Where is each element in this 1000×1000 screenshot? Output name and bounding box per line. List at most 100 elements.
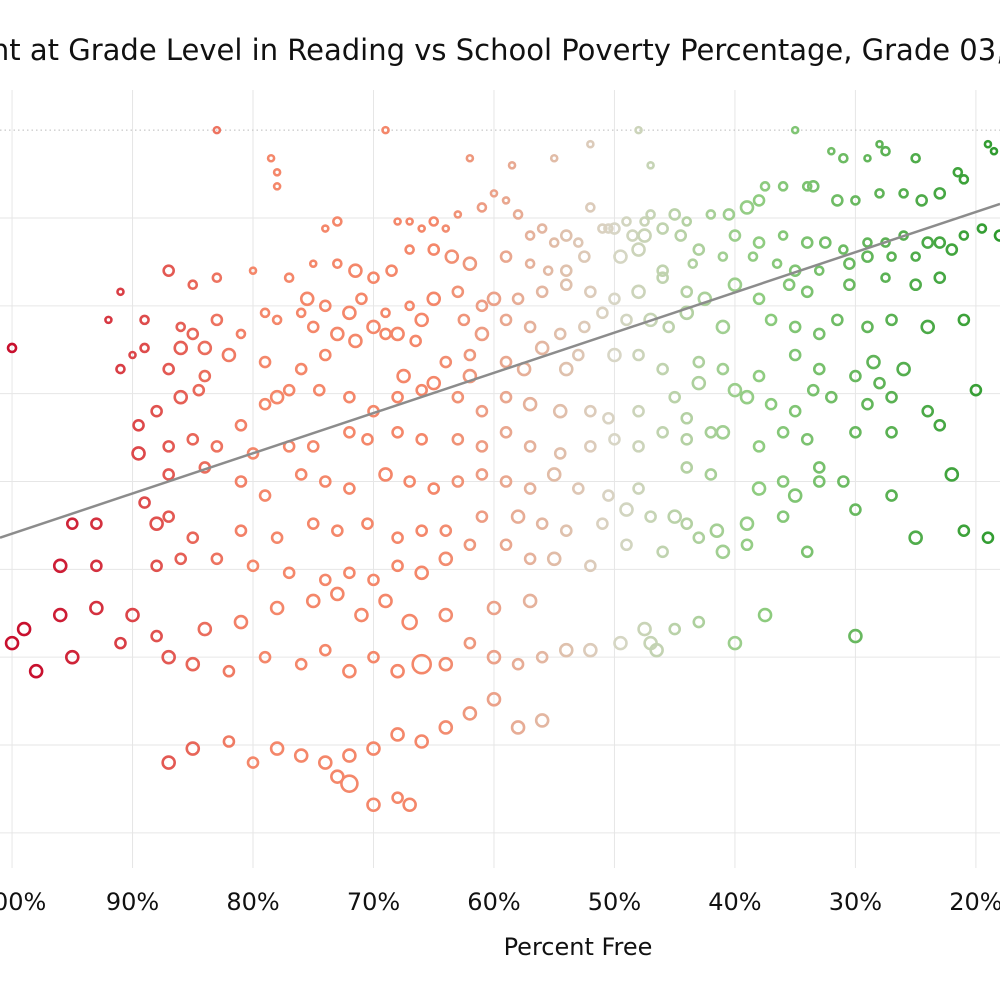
data-point-248 xyxy=(451,433,465,446)
data-point-79 xyxy=(976,223,988,234)
x-tick-label-6: 40% xyxy=(708,888,761,916)
data-point-330 xyxy=(52,558,68,574)
data-point-279 xyxy=(234,475,248,488)
data-point-182 xyxy=(752,369,766,383)
data-point-201 xyxy=(115,363,126,375)
data-point-316 xyxy=(499,538,513,552)
data-point-209 xyxy=(727,382,743,398)
data-point-180 xyxy=(812,362,826,376)
data-point-308 xyxy=(740,538,754,552)
data-point-144 xyxy=(175,321,187,333)
data-point-253 xyxy=(306,440,320,453)
x-tick-label-8: 20% xyxy=(949,888,1000,916)
data-point-150 xyxy=(861,320,874,334)
data-point-373 xyxy=(185,741,201,756)
data-point-348 xyxy=(342,663,357,679)
data-point-325 xyxy=(246,559,260,573)
data-point-190 xyxy=(499,355,513,369)
data-point-186 xyxy=(632,348,645,362)
data-point-80 xyxy=(993,229,1000,242)
data-point-89 xyxy=(747,251,759,262)
data-point-44 xyxy=(585,202,596,213)
data-point-152 xyxy=(812,327,826,341)
data-point-35 xyxy=(705,209,717,220)
data-point-271 xyxy=(451,475,465,488)
x-axis-ticks: 100% 90% 80% 70% 60% 50% 40% 30% 20% xyxy=(0,888,1000,916)
data-point-16 xyxy=(880,145,891,157)
data-point-252 xyxy=(343,426,356,439)
data-point-216 xyxy=(522,396,538,412)
data-point-383 xyxy=(438,607,454,623)
data-point-206 xyxy=(806,383,820,397)
data-point-321 xyxy=(367,573,380,587)
data-point-296 xyxy=(391,531,404,545)
data-point-58 xyxy=(536,223,548,234)
data-point-36 xyxy=(681,216,693,227)
data-point-92 xyxy=(656,264,669,277)
data-point-354 xyxy=(161,649,176,665)
x-tick-label-2: 80% xyxy=(226,888,279,916)
data-point-292 xyxy=(510,509,526,524)
data-points xyxy=(4,125,1000,813)
data-point-166 xyxy=(457,313,471,327)
data-point-22 xyxy=(933,187,947,200)
data-point-119 xyxy=(800,285,814,299)
data-point-263 xyxy=(680,461,694,474)
data-point-313 xyxy=(584,559,597,573)
data-point-326 xyxy=(210,552,224,566)
data-point-29 xyxy=(801,181,813,192)
data-point-284 xyxy=(739,516,755,531)
data-point-30 xyxy=(777,181,789,192)
data-point-54 xyxy=(489,189,499,198)
data-point-17 xyxy=(910,152,921,164)
x-tick-label-7: 30% xyxy=(829,888,882,916)
data-point-327 xyxy=(174,552,188,566)
gridlines xyxy=(0,90,1000,868)
data-point-195 xyxy=(348,333,363,349)
data-point-269 xyxy=(499,475,513,488)
data-point-310 xyxy=(692,531,706,545)
data-point-191 xyxy=(463,348,477,362)
data-point-147 xyxy=(957,313,971,327)
data-point-43 xyxy=(603,223,614,234)
data-point-7 xyxy=(465,153,475,163)
data-point-211 xyxy=(668,390,681,404)
data-point-157 xyxy=(662,320,675,334)
data-point-48 xyxy=(405,217,414,226)
data-point-418 xyxy=(873,376,886,390)
data-point-227 xyxy=(234,418,248,432)
data-point-94 xyxy=(613,249,628,264)
data-point-202 xyxy=(6,342,18,354)
data-point-165 xyxy=(474,326,490,342)
data-point-245 xyxy=(523,440,537,453)
x-tick-label-3: 70% xyxy=(347,888,400,916)
data-point-339 xyxy=(558,642,574,658)
data-point-187 xyxy=(607,347,622,363)
data-point-223 xyxy=(343,390,356,404)
data-point-265 xyxy=(602,489,615,502)
data-point-368 xyxy=(318,755,333,770)
data-point-419 xyxy=(969,383,983,397)
data-point-184 xyxy=(692,355,706,369)
data-point-384 xyxy=(401,613,418,631)
data-point-371 xyxy=(246,756,260,769)
data-point-40 xyxy=(639,216,650,227)
data-point-346 xyxy=(390,663,405,679)
data-point-324 xyxy=(282,566,296,580)
data-point-396 xyxy=(16,621,32,637)
data-point-405 xyxy=(837,475,850,488)
data-point-132 xyxy=(486,291,502,307)
data-point-162 xyxy=(553,327,567,341)
data-point-249 xyxy=(415,433,428,446)
data-point-145 xyxy=(139,314,150,326)
data-point-218 xyxy=(475,404,489,418)
data-point-293 xyxy=(475,510,489,523)
data-point-361 xyxy=(486,692,502,707)
data-point-277 xyxy=(294,468,308,481)
data-point-340 xyxy=(535,650,549,664)
data-point-103 xyxy=(404,244,415,255)
data-point-345 xyxy=(411,653,432,675)
data-point-171 xyxy=(306,320,320,334)
data-point-76 xyxy=(921,236,935,249)
data-point-272 xyxy=(427,482,441,495)
